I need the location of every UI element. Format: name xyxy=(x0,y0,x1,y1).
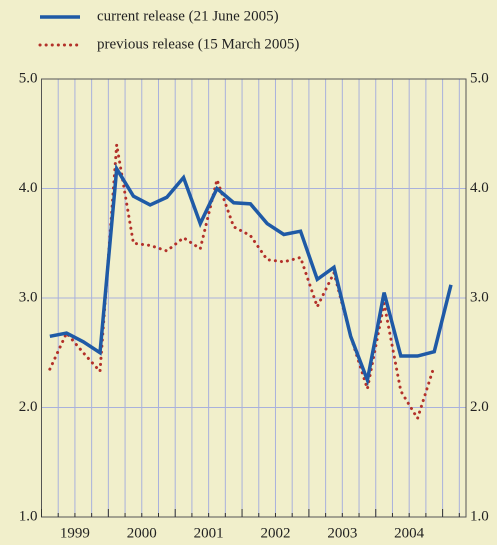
y-tick-label-right: 3.0 xyxy=(470,289,489,305)
x-tick-label: 1999 xyxy=(60,525,90,541)
y-tick-label: 3.0 xyxy=(19,289,38,305)
x-tick-label: 2003 xyxy=(327,525,357,541)
legend-label: previous release (15 March 2005) xyxy=(97,36,299,52)
y-tick-label: 2.0 xyxy=(19,399,38,415)
x-tick-label: 2001 xyxy=(194,525,224,541)
series-line xyxy=(49,163,453,387)
plot-border xyxy=(41,78,467,518)
y-tick-label-right: 4.0 xyxy=(470,180,489,196)
y-tick-label-right: 5.0 xyxy=(470,70,489,86)
y-tick-label-right: 1.0 xyxy=(470,508,489,524)
y-tick-label: 4.0 xyxy=(19,180,38,196)
x-tick-label: 2002 xyxy=(260,525,290,541)
x-tick-label: 2004 xyxy=(394,525,425,541)
y-tick-label-right: 2.0 xyxy=(470,399,489,415)
legend-label: current release (21 June 2005) xyxy=(97,8,279,24)
x-tick-label: 2000 xyxy=(127,525,157,541)
y-tick-label: 1.0 xyxy=(19,508,38,524)
y-tick-label: 5.0 xyxy=(19,70,38,86)
